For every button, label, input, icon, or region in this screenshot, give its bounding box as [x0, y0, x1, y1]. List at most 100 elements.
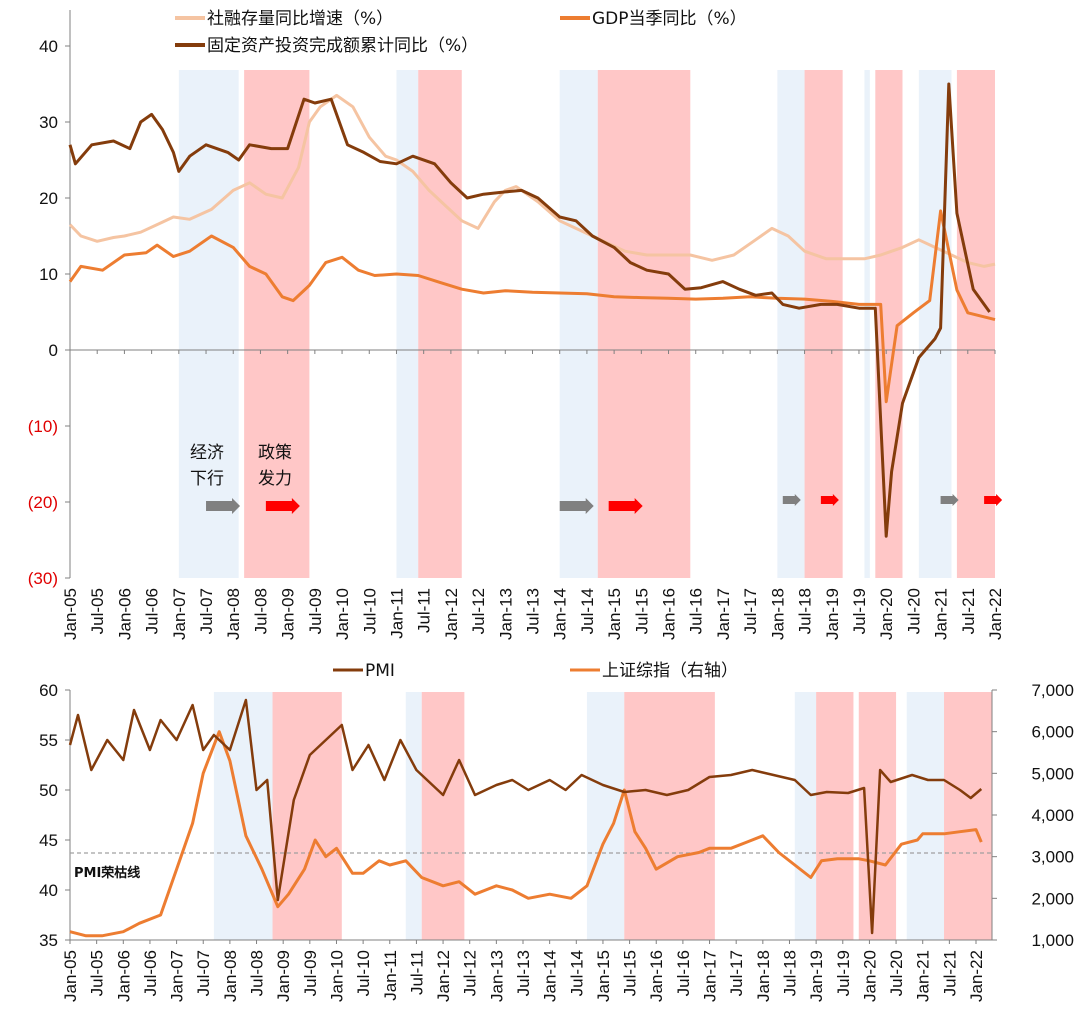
legend-label: 固定资产投资完成额累计同比（%） [207, 36, 478, 56]
pmi-reference-label: PMI荣枯线 [74, 865, 140, 881]
series-line-fixed-asset-investment [68, 82, 991, 538]
top-x-tick-label: Jul-06 [143, 588, 162, 634]
bottom-x-tick-label: Jan-19 [807, 950, 826, 1002]
arrow-right-icon [265, 498, 300, 514]
economic-downturn-band [906, 692, 945, 940]
bottom-x-tick-label: Jul-07 [194, 950, 213, 996]
bottom-chart: 60 55 50 45 40 35 7,000 6,000 5,000 4,000 3,000 2,0… [39, 661, 1074, 1002]
bottom-x-tick-label: Jul-10 [354, 950, 373, 996]
arrow-right-icon [206, 498, 241, 514]
top-x-tick-label: Jul-18 [796, 588, 815, 634]
top-y-tick-label: (20) [28, 493, 58, 512]
policy-stimulus-band [956, 70, 995, 578]
top-x-tick-label: Jan-13 [496, 588, 515, 640]
top-x-tick-label: Jul-21 [959, 588, 978, 634]
bottom-right-y-tick-label: 4,000 [1031, 806, 1074, 825]
bottom-right-y-tick-label: 2,000 [1031, 889, 1074, 908]
annotation-downturn: 下行 [190, 469, 224, 489]
bottom-x-tick-label: Jan-10 [327, 950, 346, 1002]
series-line-gdp [68, 209, 996, 404]
bottom-x-tick-label: Jul-15 [621, 950, 640, 996]
bottom-x-tick-label: Jul-13 [514, 950, 533, 996]
top-y-tick-label: 0 [49, 341, 58, 360]
bottom-x-tick-label: Jan-18 [754, 950, 773, 1002]
top-x-tick-label: Jul-05 [88, 588, 107, 634]
bottom-right-y-tick-label: 1,000 [1031, 931, 1074, 950]
top-x-tick-label: Jul-12 [469, 588, 488, 634]
arrow-right-icon [820, 494, 839, 506]
top-x-tick-label: Jan-22 [986, 588, 1005, 640]
bottom-x-tick-label: Jan-22 [967, 950, 986, 1002]
arrow-right-icon [782, 494, 801, 506]
bottom-x-tick-label: Jul-20 [887, 950, 906, 996]
bottom-right-y-tick-label: 5,000 [1031, 764, 1074, 783]
top-x-tick-label: Jul-17 [741, 588, 760, 634]
series-line-pmi [68, 698, 983, 935]
arrow-right-icon [984, 494, 1003, 506]
bottom-x-tick-label: Jan-05 [61, 950, 80, 1002]
policy-stimulus-band [418, 70, 462, 578]
bottom-x-tick-label: Jul-16 [674, 950, 693, 996]
top-x-tick-label: Jan-10 [333, 588, 352, 640]
bottom-x-tick-label: Jan-12 [434, 950, 453, 1002]
top-x-tick-label: Jul-09 [306, 588, 325, 634]
policy-stimulus-band [944, 692, 992, 940]
top-x-tick-label: Jan-20 [877, 588, 896, 640]
policy-stimulus-band [421, 692, 465, 940]
bottom-x-tick-label: Jul-12 [461, 950, 480, 996]
bottom-x-tick-label: Jul-08 [248, 950, 267, 996]
top-y-tick-label: (10) [28, 417, 58, 436]
bottom-left-y-tick-label: 60 [39, 681, 58, 700]
top-x-tick-label: Jul-11 [415, 588, 434, 633]
economic-downturn-band [396, 70, 419, 578]
top-y-tick-label: 40 [39, 37, 58, 56]
bottom-x-tick-label: Jan-13 [487, 950, 506, 1002]
top-x-tick-label: Jul-13 [524, 588, 543, 634]
bottom-left-y-tick-label: 40 [39, 881, 58, 900]
top-x-tick-label: Jan-18 [768, 588, 787, 640]
top-y-tick-label: (30) [28, 569, 58, 588]
top-y-tick-label: 10 [39, 265, 58, 284]
legend-label: GDP当季同比（%） [592, 9, 747, 29]
policy-stimulus-band [597, 70, 691, 578]
bottom-right-y-tick-label: 6,000 [1031, 723, 1074, 742]
top-x-tick-label: Jan-11 [387, 588, 406, 639]
bottom-x-tick-label: Jul-05 [88, 950, 107, 996]
bottom-x-tick-label: Jul-06 [141, 950, 160, 996]
top-x-tick-label: Jul-14 [578, 588, 597, 634]
legend-label: 社融存量同比增速（%） [207, 9, 393, 29]
bottom-x-tick-label: Jan-20 [860, 950, 879, 1002]
series-line-social-financing [68, 93, 996, 268]
policy-stimulus-band [804, 70, 843, 578]
top-x-tick-label: Jan-05 [61, 588, 80, 640]
top-x-tick-label: Jan-16 [660, 588, 679, 640]
economic-downturn-band [777, 70, 805, 578]
top-x-tick-label: Jul-15 [632, 588, 651, 634]
bottom-x-tick-label: Jul-18 [780, 950, 799, 996]
top-x-tick-label: Jan-12 [442, 588, 461, 640]
policy-stimulus-band [816, 692, 854, 940]
policy-stimulus-band [624, 692, 715, 940]
top-x-tick-label: Jan-09 [279, 588, 298, 640]
top-x-tick-label: Jan-07 [170, 588, 189, 640]
top-x-tick-label: Jan-19 [823, 588, 842, 640]
bottom-left-y-tick-label: 50 [39, 781, 58, 800]
bottom-x-tick-label: Jan-06 [114, 950, 133, 1002]
bottom-right-y-tick-label: 7,000 [1031, 681, 1074, 700]
bottom-left-y-tick-label: 35 [39, 931, 58, 950]
bottom-x-tick-label: Jan-14 [541, 950, 560, 1002]
arrow-right-icon [559, 498, 594, 514]
top-x-tick-label: Jan-15 [605, 588, 624, 640]
top-x-tick-label: Jan-14 [551, 588, 570, 640]
top-x-tick-label: Jul-19 [850, 588, 869, 634]
bottom-x-tick-label: Jul-11 [407, 950, 426, 995]
bottom-x-tick-label: Jul-14 [567, 950, 586, 996]
arrow-right-icon [940, 494, 959, 506]
legend-label: 上证综指（右轴） [602, 661, 738, 681]
economic-downturn-band [864, 70, 870, 578]
arrow-right-icon [608, 498, 643, 514]
economic-downturn-band [405, 692, 422, 940]
bottom-x-tick-label: Jan-08 [221, 950, 240, 1002]
